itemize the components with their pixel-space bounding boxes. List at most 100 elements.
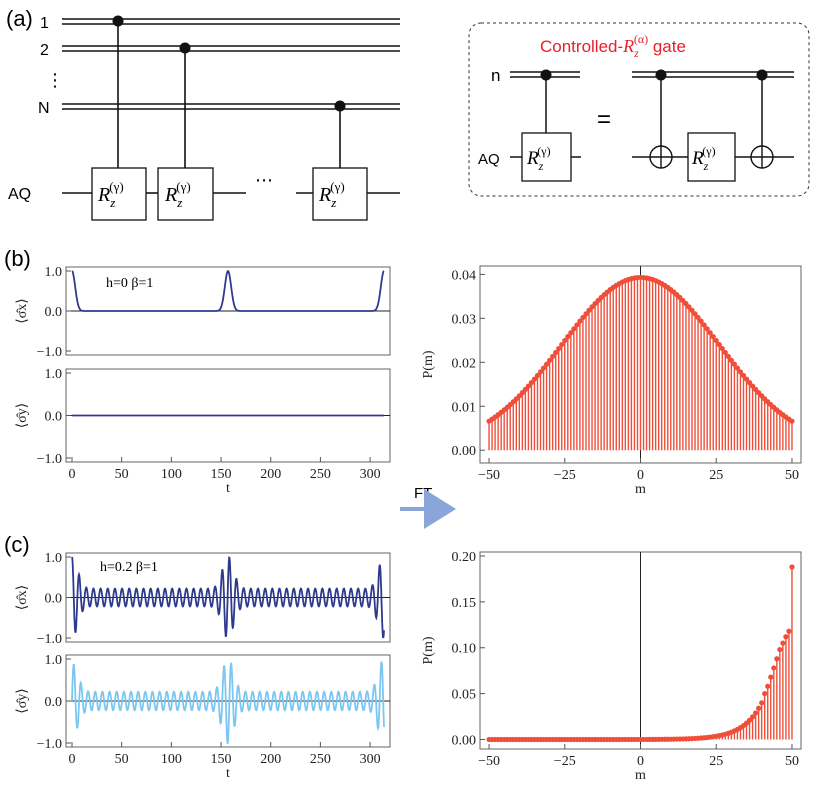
stem-point <box>768 674 774 680</box>
stem-point <box>762 691 768 697</box>
svg-text:Rz(γ): Rz(γ) <box>97 179 124 210</box>
x-tick-label: 50 <box>115 467 129 482</box>
stem-point <box>528 380 535 386</box>
svg-text:Rz(γ): Rz(γ) <box>164 179 191 210</box>
x-tick-label: 250 <box>310 467 331 482</box>
stem-point <box>707 330 713 336</box>
x-tick-label: 50 <box>785 468 799 483</box>
y-tick-label: 1.0 <box>45 367 63 382</box>
svg-text:Rz(γ): Rz(γ) <box>526 144 551 173</box>
stem-point <box>753 386 759 393</box>
stem-point <box>737 369 744 375</box>
x-tick-label: 25 <box>709 468 723 483</box>
x-tick-label: 50 <box>785 754 799 769</box>
y-axis-label: P(m) <box>421 636 436 664</box>
inset-aux-label: AQ <box>478 151 500 168</box>
stem-point <box>698 318 704 324</box>
y-tick-label: 1.0 <box>45 653 63 668</box>
stem-point <box>749 383 756 389</box>
x-tick-label: −50 <box>478 754 500 769</box>
stem-point <box>540 365 547 371</box>
stem-point <box>686 304 692 310</box>
x-tick-label: −50 <box>478 468 500 483</box>
x-tick-label: 25 <box>709 754 723 769</box>
y-tick-label: −1.0 <box>37 632 62 647</box>
stem-point <box>701 322 707 328</box>
stem-plot-b-pm: 0.00 0.01 0.02 0.03 0.04 −50 −25 0 25 50 m P(m) <box>421 265 802 497</box>
series-line <box>71 661 385 744</box>
y-axis-label: ⟨σ̂x⟩ <box>15 585 30 610</box>
x-tick-label: 200 <box>260 467 281 482</box>
stem-point <box>722 349 728 356</box>
stem-point <box>568 330 574 336</box>
y-tick-label: 0.05 <box>452 688 477 703</box>
stem-point <box>589 304 595 310</box>
x-tick-label: 150 <box>211 752 232 767</box>
y-tick-label: 1.0 <box>45 551 63 566</box>
stem-point <box>719 345 725 352</box>
series-line <box>71 556 385 639</box>
y-axis-label: ⟨σ̂x⟩ <box>15 298 30 323</box>
stem-point <box>525 383 532 389</box>
stem-plot-c-pm: 0.00 0.05 0.10 0.15 0.20 −50 −25 0 25 50 m P(m) <box>421 550 802 783</box>
inset-title: Controlled-Rz(α) gate <box>540 32 686 60</box>
stem-point <box>746 717 753 723</box>
vertical-ellipsis: ⋮ <box>46 70 64 90</box>
stem-point <box>789 564 795 570</box>
x-tick-label: 0 <box>637 468 644 483</box>
x-tick-label: 0 <box>69 752 76 767</box>
line-plot-c-sy: 1.0 0.0 −1.0 0 50 100 150 200 250 300 t ⟨σ̂y⟩ <box>15 653 391 781</box>
qubit-label-2: 2 <box>40 42 49 59</box>
rz-gate-n: Rz(γ) <box>312 167 368 221</box>
x-axis-label: t <box>226 766 230 781</box>
panel-label-a: (a) <box>6 6 33 31</box>
stem-point <box>765 683 771 689</box>
panel-label-c: (c) <box>4 532 30 557</box>
y-tick-label: −1.0 <box>37 452 62 467</box>
svg-text:Rz(γ): Rz(γ) <box>691 144 716 173</box>
stem-point <box>759 700 765 706</box>
x-axis-label: m <box>635 768 646 783</box>
stem-point <box>689 307 695 313</box>
annotation-c: h=0.2 β=1 <box>100 560 158 575</box>
y-tick-label: 0.00 <box>452 444 477 459</box>
qubit-label-1: 1 <box>40 15 49 32</box>
svg-text:FT: FT <box>414 485 432 502</box>
y-tick-label: 0.02 <box>452 356 477 371</box>
y-axis-label: ⟨σ̂y⟩ <box>15 403 30 428</box>
stem-point <box>580 314 586 321</box>
stem-point <box>753 710 759 716</box>
line-plot-b-sx: 1.0 0.0 −1.0 ⟨σ̂x⟩ <box>15 265 391 360</box>
series-line <box>71 269 385 312</box>
stem-point <box>710 334 716 340</box>
stem-point <box>749 714 756 720</box>
x-axis-label: t <box>226 481 230 496</box>
stem-point <box>704 326 710 332</box>
stem-point <box>534 372 541 379</box>
x-tick-label: 300 <box>360 467 381 482</box>
stem-point <box>547 357 553 363</box>
line-plot-c-sx: 1.0 0.0 −1.0 ⟨σ̂x⟩ <box>15 551 391 647</box>
y-axis-label: P(m) <box>421 350 436 378</box>
stem-point <box>774 656 780 662</box>
stem-point <box>713 337 719 344</box>
stem-point <box>716 341 722 348</box>
stem-point <box>565 334 571 340</box>
qubit-label-n: N <box>38 100 50 117</box>
stem-point <box>731 361 738 367</box>
y-tick-label: 0.04 <box>452 268 477 283</box>
inset-control-label: n <box>491 66 500 85</box>
svg-text:Rz(γ): Rz(γ) <box>318 179 345 210</box>
y-tick-label: 0.03 <box>452 312 477 327</box>
line-plot-b-sy: 1.0 0.0 −1.0 0 50 100 150 200 250 300 t ⟨σ̂y⟩ <box>15 367 391 496</box>
stem-point <box>519 390 525 396</box>
ft-arrow: FT <box>400 485 456 529</box>
y-tick-label: −1.0 <box>37 737 62 752</box>
stem-point <box>777 646 783 653</box>
stem-point <box>571 326 577 332</box>
x-tick-label: 50 <box>115 752 129 767</box>
x-tick-label: 100 <box>161 467 182 482</box>
stem-point <box>559 341 565 348</box>
equals-sign: = <box>597 106 611 133</box>
